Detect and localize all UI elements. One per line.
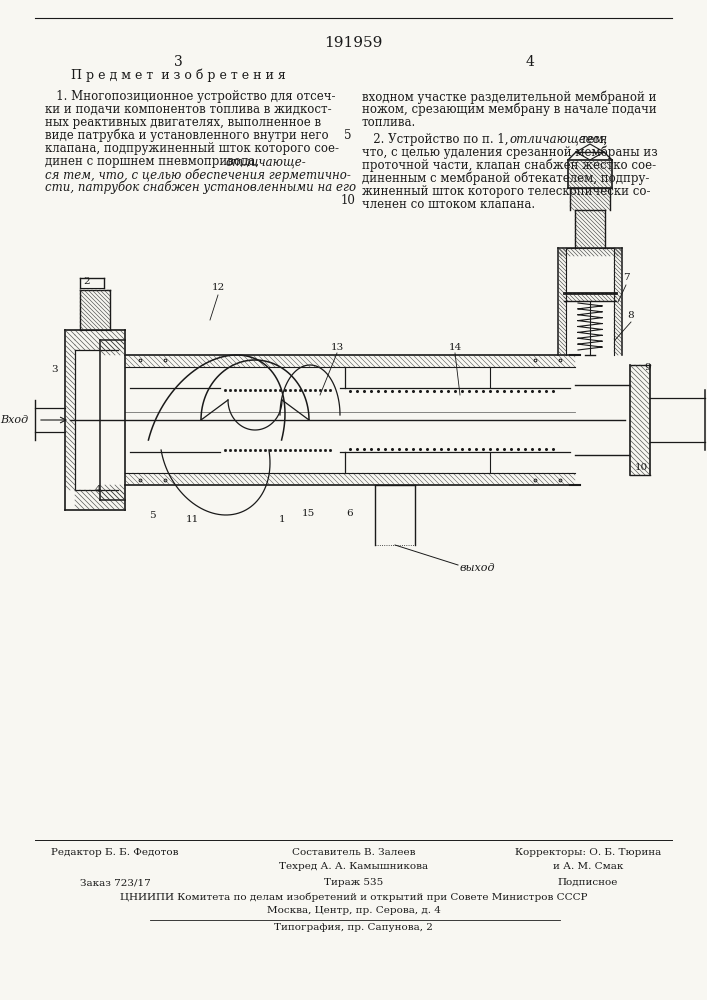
Text: ных реактивных двигателях, выполненное в: ных реактивных двигателях, выполненное в — [45, 116, 321, 129]
Text: входном участке разделительной мембраной и: входном участке разделительной мембраной… — [362, 90, 657, 104]
Text: 2. Устройство по п. 1,: 2. Устройство по п. 1, — [362, 133, 513, 146]
Text: 11: 11 — [185, 516, 199, 524]
Text: 14: 14 — [448, 344, 462, 353]
Text: членен со штоком клапана.: членен со штоком клапана. — [362, 198, 535, 211]
Text: проточной части, клапан снабжен жестко сое-: проточной части, клапан снабжен жестко с… — [362, 159, 656, 172]
Text: Редактор Б. Б. Федотов: Редактор Б. Б. Федотов — [51, 848, 179, 857]
Text: 9: 9 — [645, 363, 651, 372]
Text: диненным с мембраной обтекателем, подпру-: диненным с мембраной обтекателем, подпру… — [362, 172, 649, 185]
Text: 15: 15 — [301, 508, 315, 518]
Text: ся тем, что, с целью обеспечения герметично-: ся тем, что, с целью обеспечения гермети… — [45, 168, 351, 182]
Text: 3: 3 — [174, 55, 182, 69]
Text: тем,: тем, — [577, 133, 607, 146]
Text: 10: 10 — [634, 464, 648, 473]
Text: 10: 10 — [341, 194, 356, 207]
Text: что, с целью удаления срезанной мембраны из: что, с целью удаления срезанной мембраны… — [362, 146, 658, 159]
Text: 4: 4 — [95, 486, 101, 494]
Text: жиненный шток которого телескопически со-: жиненный шток которого телескопически со… — [362, 185, 650, 198]
Text: Москва, Центр, пр. Серова, д. 4: Москва, Центр, пр. Серова, д. 4 — [267, 906, 440, 915]
Text: Корректоры: О. Б. Тюрина: Корректоры: О. Б. Тюрина — [515, 848, 661, 857]
Text: 4: 4 — [525, 55, 534, 69]
Text: 1: 1 — [279, 516, 286, 524]
Text: 5: 5 — [344, 129, 352, 142]
Text: ки и подачи компонентов топлива в жидкост-: ки и подачи компонентов топлива в жидкос… — [45, 103, 332, 116]
Text: 191959: 191959 — [325, 36, 382, 50]
Text: Составитель В. Залеев: Составитель В. Залеев — [292, 848, 415, 857]
Text: 7: 7 — [623, 273, 629, 282]
Text: Подписное: Подписное — [558, 878, 618, 887]
Text: Типография, пр. Сапунова, 2: Типография, пр. Сапунова, 2 — [274, 923, 433, 932]
Text: клапана, подпружиненный шток которого сое-: клапана, подпружиненный шток которого со… — [45, 142, 339, 155]
Text: сти, патрубок снабжен установленными на его: сти, патрубок снабжен установленными на … — [45, 181, 356, 194]
Text: динен с поршнем пневмопривода,: динен с поршнем пневмопривода, — [45, 155, 263, 168]
Text: и А. М. Смак: и А. М. Смак — [553, 862, 623, 871]
Text: Техред А. А. Камышникова: Техред А. А. Камышникова — [279, 862, 428, 871]
Text: ножом, срезающим мембрану в начале подачи: ножом, срезающим мембрану в начале подач… — [362, 103, 657, 116]
Text: 6: 6 — [346, 508, 354, 518]
Text: 12: 12 — [211, 284, 225, 292]
Text: выход: выход — [460, 563, 496, 573]
Text: 2: 2 — [83, 277, 90, 286]
Text: отличающе-: отличающе- — [226, 155, 307, 168]
Text: 13: 13 — [330, 344, 344, 353]
Text: Тираж 535: Тираж 535 — [324, 878, 383, 887]
Text: 1. Многопозиционное устройство для отсеч-: 1. Многопозиционное устройство для отсеч… — [45, 90, 336, 103]
Text: топлива.: топлива. — [362, 116, 416, 129]
Text: П р е д м е т  и з о б р е т е н и я: П р е д м е т и з о б р е т е н и я — [71, 68, 286, 82]
Text: 3: 3 — [52, 365, 58, 374]
Text: Заказ 723/17: Заказ 723/17 — [80, 878, 151, 887]
Text: 8: 8 — [628, 310, 634, 320]
Text: ЦНИИПИ Комитета по делам изобретений и открытий при Совете Министров СССР: ЦНИИПИ Комитета по делам изобретений и о… — [119, 893, 588, 902]
Text: виде патрубка и установленного внутри него: виде патрубка и установленного внутри не… — [45, 129, 329, 142]
Text: 5: 5 — [148, 510, 156, 520]
Text: отличающееся: отличающееся — [509, 133, 607, 146]
Text: Вход: Вход — [0, 415, 28, 425]
